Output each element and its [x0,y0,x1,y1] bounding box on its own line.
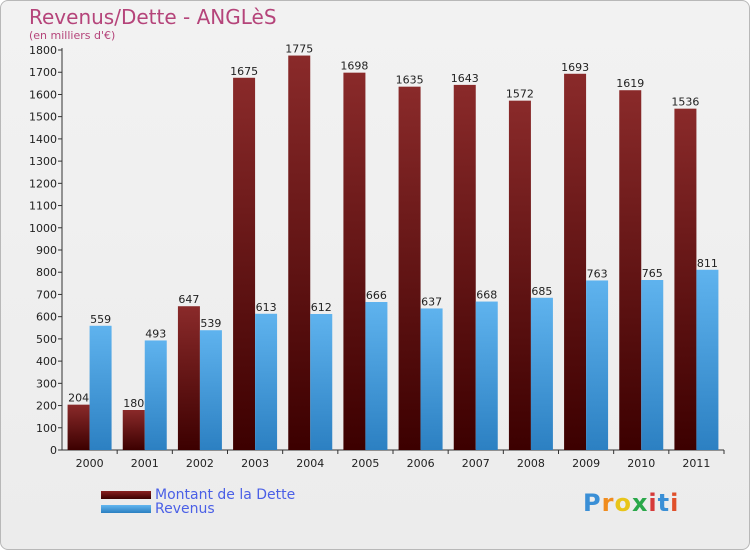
bar-revenue [199,330,222,450]
legend-swatch-debt [101,491,151,499]
x-tick-label: 2008 [517,457,545,470]
y-tick-label: 1500 [29,111,57,124]
bar-revenue [365,302,388,450]
legend-item-revenue: Revenus [101,501,215,517]
chart-subtitle: (en milliers d'€) [29,29,116,42]
data-label-revenue: 666 [366,289,387,302]
logo-letter: P [583,489,602,517]
legend-label-revenue: Revenus [155,501,215,517]
data-label-revenue: 612 [311,301,332,314]
bar-debt [508,100,531,451]
chart-title: Revenus/Dette - ANGLèS [29,5,277,29]
bar-revenue [530,297,553,450]
data-label-debt: 204 [68,392,89,405]
bar-revenue [144,340,167,450]
y-tick-label: 1700 [29,66,57,79]
x-tick-label: 2009 [572,457,600,470]
bar-debt [67,404,90,450]
y-tick-label: 0 [50,444,57,457]
bar-revenue [696,269,719,450]
data-label-debt: 1536 [671,96,699,109]
logo-letter: i [648,489,658,517]
x-tick-label: 2000 [76,457,104,470]
data-label-debt: 1675 [230,65,258,78]
bar-revenue [89,325,112,450]
data-label-debt: 1572 [506,88,534,101]
data-label-revenue: 668 [476,289,497,302]
y-tick-label: 500 [36,333,57,346]
data-label-revenue: 763 [587,267,608,280]
bar-debt [233,77,256,451]
data-label-revenue: 539 [200,317,221,330]
bar-revenue [310,314,333,450]
y-tick-label: 300 [36,377,57,390]
data-label-revenue: 637 [421,295,442,308]
legend-label-debt: Montant de la Dette [155,487,296,503]
bar-revenue [586,280,609,450]
x-tick-label: 2007 [462,457,490,470]
y-tick-label: 1000 [29,222,57,235]
bar-debt [398,86,421,451]
data-label-revenue: 765 [642,267,663,280]
y-tick-label: 900 [36,244,57,257]
y-tick-label: 1800 [29,44,57,57]
data-label-debt: 180 [123,397,144,410]
data-label-debt: 1643 [451,72,479,85]
bar-debt [343,72,366,451]
data-label-revenue: 613 [256,301,277,314]
y-tick-label: 1200 [29,177,57,190]
bar-revenue [641,280,664,450]
y-tick-label: 100 [36,422,57,435]
x-tick-label: 2003 [241,457,269,470]
logo-letter: r [601,489,615,517]
y-tick-label: 1100 [29,200,57,213]
bar-debt [564,73,587,451]
y-tick-label: 800 [36,266,57,279]
data-label-debt: 1775 [285,43,313,56]
logo-letter: x [631,489,649,517]
bar-debt [122,410,145,450]
y-tick-label: 400 [36,355,57,368]
bar-revenue [420,308,443,450]
bar-debt [619,90,642,450]
bar-revenue [475,301,498,450]
data-label-debt: 1693 [561,61,589,74]
bar-debt [453,84,476,450]
bar-revenue [255,313,278,450]
y-tick-label: 1600 [29,88,57,101]
legend-item-debt: Montant de la Dette [101,487,295,503]
y-tick-label: 1400 [29,133,57,146]
y-tick-label: 1300 [29,155,57,168]
data-label-debt: 1698 [340,60,368,73]
x-tick-label: 2004 [296,457,324,470]
logo-letter: t [657,489,671,517]
bar-debt [674,108,697,451]
data-label-revenue: 493 [145,327,166,340]
data-label-debt: 647 [178,293,199,306]
y-tick-label: 200 [36,400,57,413]
data-label-debt: 1619 [616,77,644,90]
x-tick-label: 2011 [682,457,710,470]
data-label-revenue: 685 [531,285,552,298]
y-tick-label: 600 [36,311,57,324]
data-label-revenue: 811 [697,257,718,270]
legend-swatch-revenue [101,505,151,513]
logo-letter: i [670,489,680,517]
logo-letter: o [614,489,632,517]
data-label-revenue: 559 [90,313,111,326]
x-tick-label: 2010 [627,457,655,470]
proxiti-logo: Proxiti [583,489,679,517]
y-tick-label: 700 [36,288,57,301]
bar-debt [288,55,311,451]
x-tick-label: 2001 [131,457,159,470]
x-tick-label: 2002 [186,457,214,470]
x-tick-label: 2006 [407,457,435,470]
bar-debt [177,306,200,450]
x-tick-label: 2005 [351,457,379,470]
data-label-debt: 1635 [396,74,424,87]
